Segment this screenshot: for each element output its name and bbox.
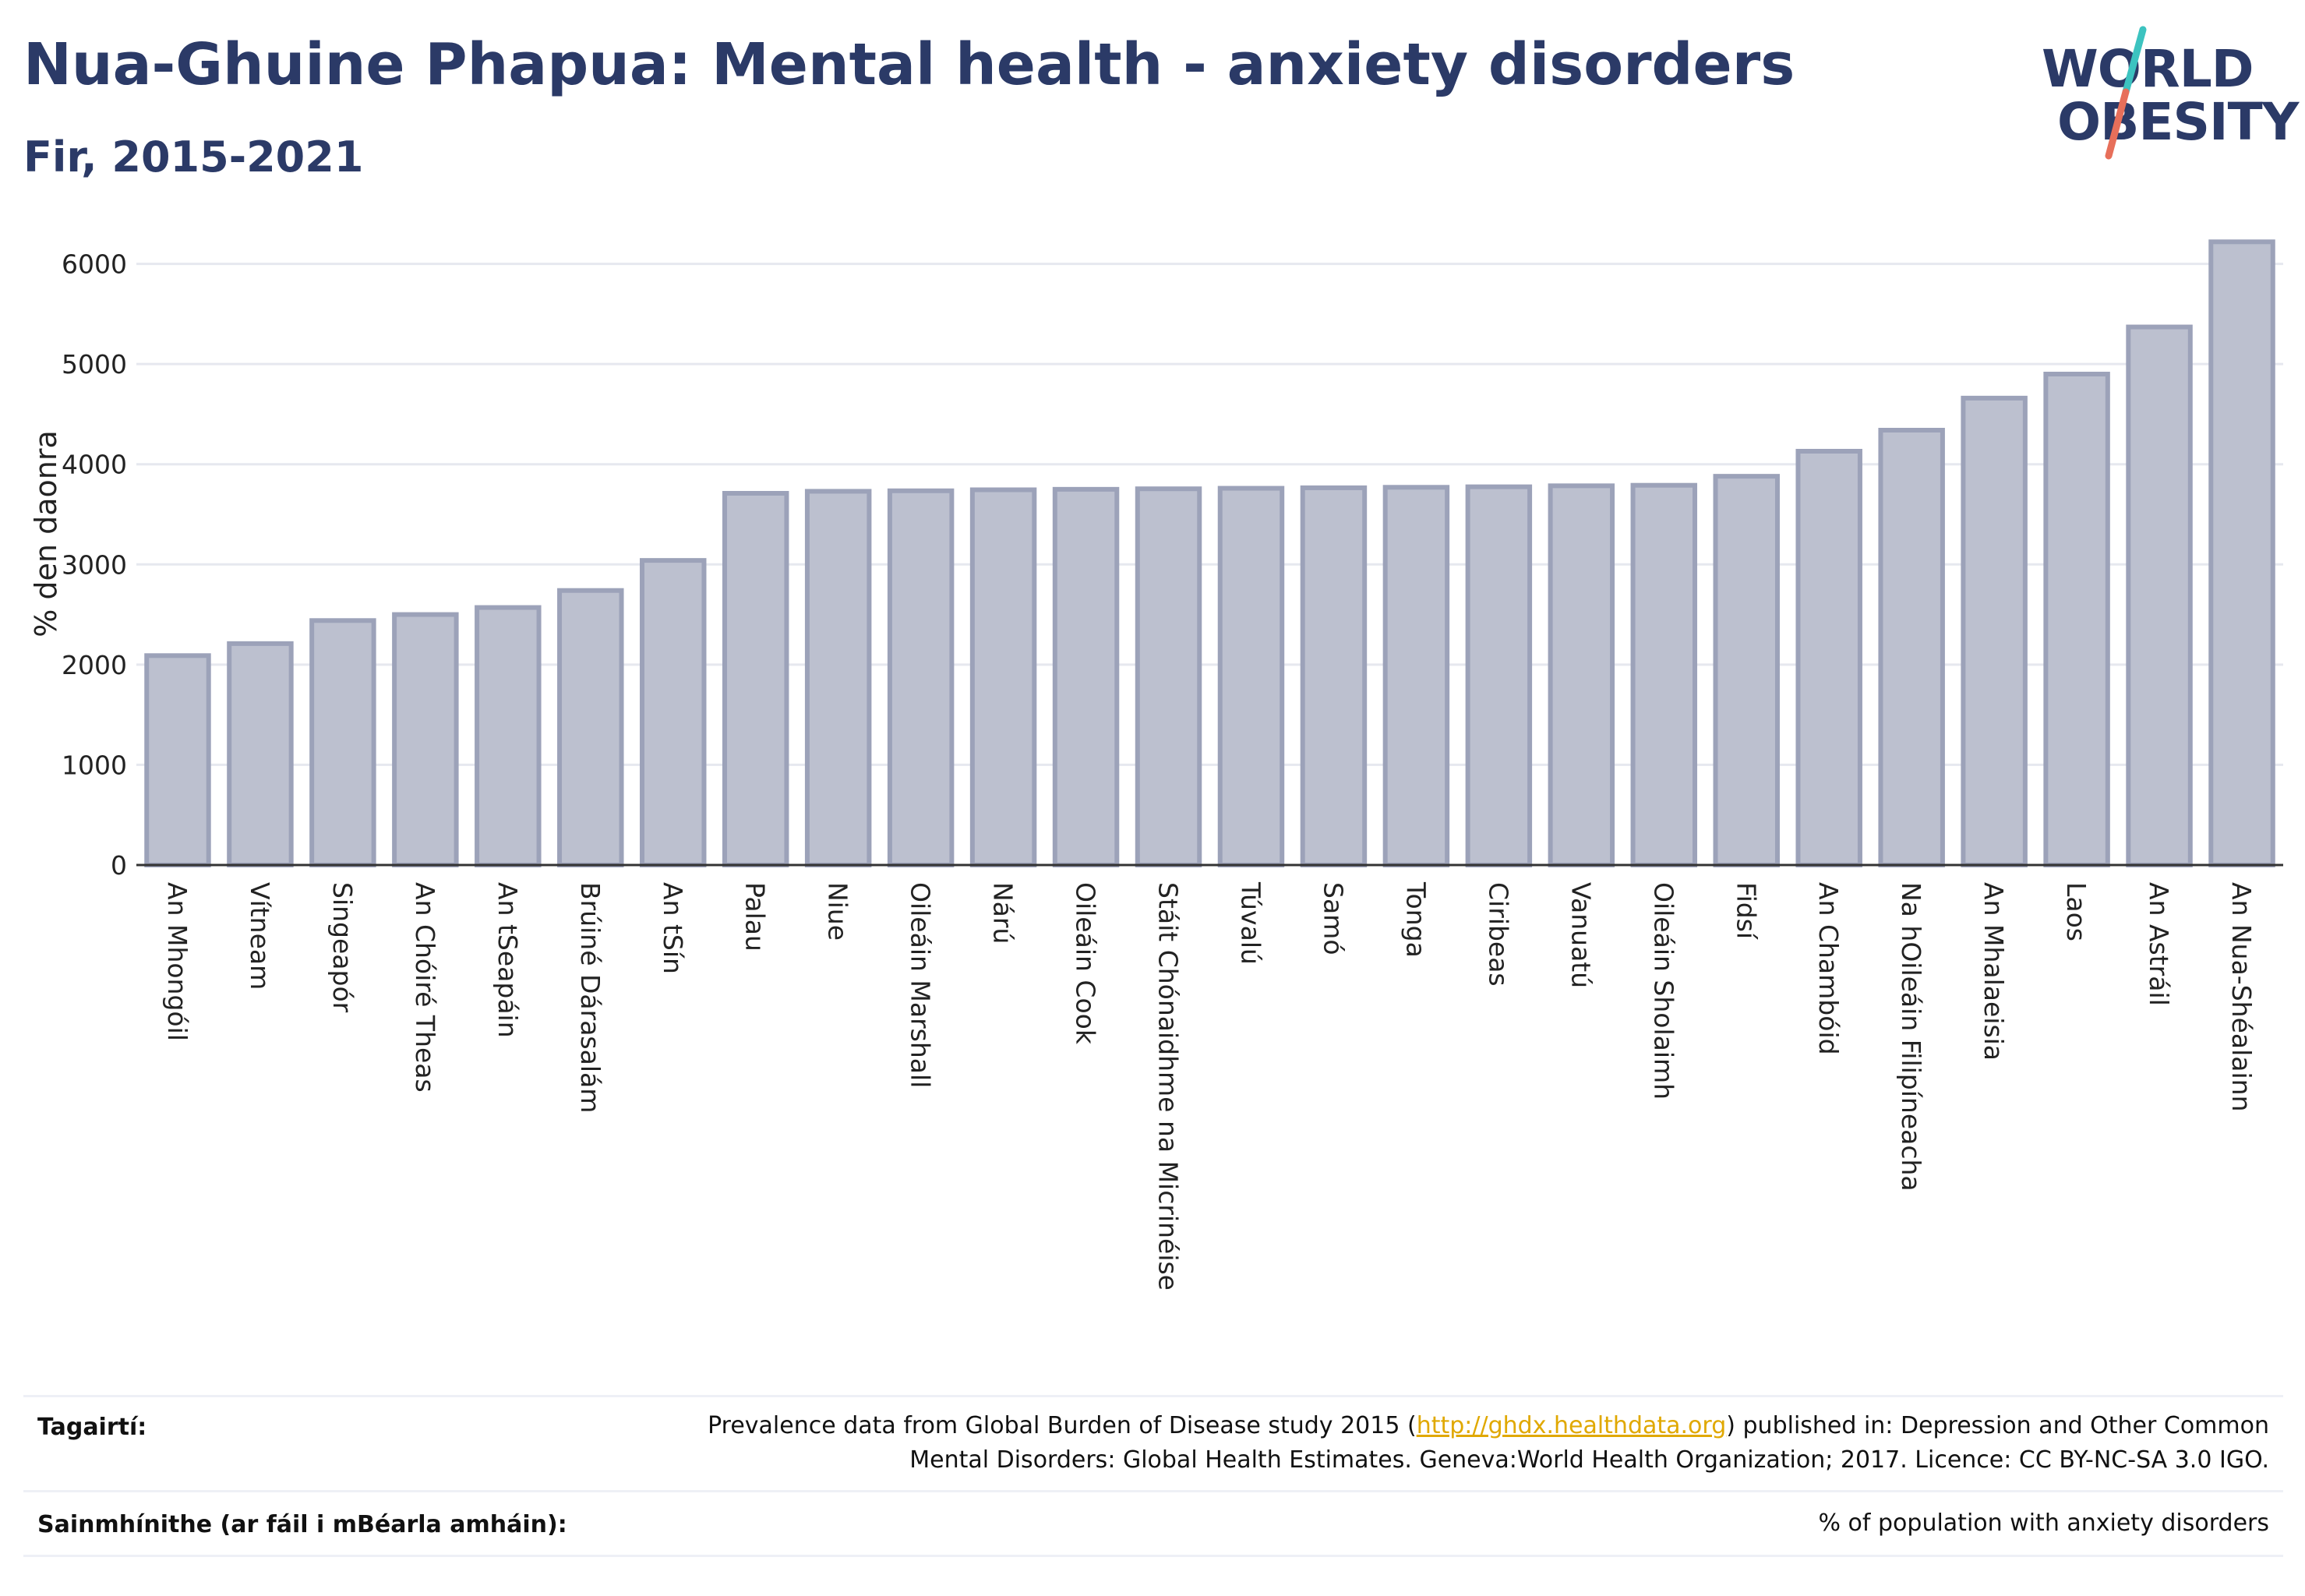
bar[interactable] (1713, 474, 1780, 867)
y-tick-label: 2000 (62, 650, 127, 680)
bars (144, 239, 2275, 868)
category-label: Nárú (988, 882, 1018, 944)
bar[interactable] (887, 488, 955, 867)
references-pre: Prevalence data from Global Burden of Di… (708, 1412, 1417, 1439)
y-tick-label: 0 (111, 850, 127, 881)
category-label: Oileáin Cook (1071, 882, 1101, 1045)
bar[interactable] (1961, 395, 2028, 868)
chart-title: Nua-Ghuine Phapua: Mental health - anxie… (23, 31, 1795, 98)
world-obesity-logo: WORLD OBESITY (2026, 23, 2299, 164)
definitions-label: Sainmhínithe (ar fáil i mBéarla amháin): (37, 1511, 567, 1538)
category-label: Singeapór (327, 882, 358, 1013)
footer-divider-bottom (23, 1555, 2283, 1557)
category-label: Oileáin Marshall (905, 882, 936, 1088)
category-label: Na hOileáin Filipíneacha (1896, 882, 1926, 1192)
logo-line-1: WORLD (2042, 39, 2254, 99)
references-line-2: Mental Disorders: Global Health Estimate… (909, 1446, 2269, 1474)
category-label: Tonga (1400, 881, 1431, 958)
references-post: ) published in: Depression and Other Com… (1726, 1412, 2269, 1439)
bar[interactable] (144, 653, 211, 867)
category-label: An Nua-Shéalainn (2226, 882, 2257, 1112)
bar[interactable] (1795, 449, 1862, 867)
bar[interactable] (475, 605, 542, 867)
bar[interactable] (969, 487, 1037, 867)
bar-chart: 0 1000 2000 3000 4000 5000 6000 An Mhongóil Vít… (29, 239, 2283, 1291)
y-tick-label: 4000 (62, 450, 127, 480)
category-label: Samó (1318, 882, 1348, 955)
category-label: Stáit Chónaidhme na Micrinéise (1153, 882, 1184, 1291)
category-label: Vítneam (245, 882, 275, 990)
category-label: An Chóiré Theas (410, 882, 440, 1093)
bar[interactable] (1548, 483, 1615, 867)
bar[interactable] (1135, 486, 1202, 867)
references-link[interactable]: http://ghdx.healthdata.org (1416, 1412, 1727, 1439)
bar[interactable] (722, 491, 789, 867)
references-label: Tagairtí: (37, 1414, 147, 1441)
category-label: Ciribeas (1483, 882, 1513, 987)
y-tick-labels: 0 1000 2000 3000 4000 5000 6000 (62, 249, 127, 881)
references-section: Tagairtí: Prevalence data from Global Bu… (23, 1403, 2283, 1496)
category-label: An Mhongóil (162, 882, 192, 1041)
bar[interactable] (1382, 485, 1450, 867)
bar[interactable] (1052, 486, 1120, 867)
y-tick-label: 1000 (62, 750, 127, 780)
bar[interactable] (1300, 485, 1368, 867)
category-label: Fidsí (1731, 882, 1761, 941)
category-label: An tSeapáin (492, 882, 523, 1038)
category-labels: An Mhongóil Vítneam Singeapór An Chóiré The… (162, 881, 2257, 1291)
y-tick-label: 6000 (62, 249, 127, 280)
category-label: Niue (823, 882, 853, 941)
category-label: An Chambóid (1813, 882, 1844, 1055)
category-label: Laos (2061, 882, 2091, 941)
category-label: An tSín (658, 882, 688, 974)
bar[interactable] (1630, 482, 1698, 867)
category-label: Brúiné Dárasalám (575, 882, 605, 1113)
references-text: Prevalence data from Global Burden of Di… (708, 1409, 2269, 1478)
bar[interactable] (2043, 372, 2110, 867)
bar[interactable] (2208, 239, 2275, 868)
bar[interactable] (2126, 324, 2193, 868)
bar[interactable] (1217, 486, 1285, 867)
bar[interactable] (227, 641, 294, 867)
bar[interactable] (557, 588, 624, 867)
footer-divider-middle (23, 1490, 2283, 1492)
bar[interactable] (640, 558, 707, 867)
y-tick-label: 5000 (62, 349, 127, 380)
definitions-section: Sainmhínithe (ar fáil i mBéarla amháin):… (23, 1492, 2283, 1555)
category-label: Oileáin Sholaimh (1648, 882, 1678, 1100)
category-label: Palau (740, 882, 771, 952)
y-axis-title: % den daonra (29, 430, 63, 637)
bar[interactable] (309, 618, 376, 867)
category-label: An Astráil (2144, 882, 2174, 1006)
bar[interactable] (1465, 484, 1533, 867)
bar[interactable] (1878, 428, 1945, 867)
definitions-text: % of population with anxiety disorders (1818, 1509, 2269, 1537)
logo-slash-icon (2105, 26, 2147, 160)
footer-divider-top (23, 1395, 2283, 1397)
logo-line-2: OBESITY (2057, 92, 2299, 152)
chart-subtitle: Fir, 2015-2021 (23, 132, 364, 182)
category-label: An Mhalaeisia (1978, 882, 2009, 1061)
y-tick-label: 3000 (62, 549, 127, 580)
bar[interactable] (392, 612, 459, 867)
category-label: Túvalú (1235, 881, 1265, 965)
category-label: Vanuatú (1565, 882, 1596, 988)
bar[interactable] (804, 489, 872, 867)
